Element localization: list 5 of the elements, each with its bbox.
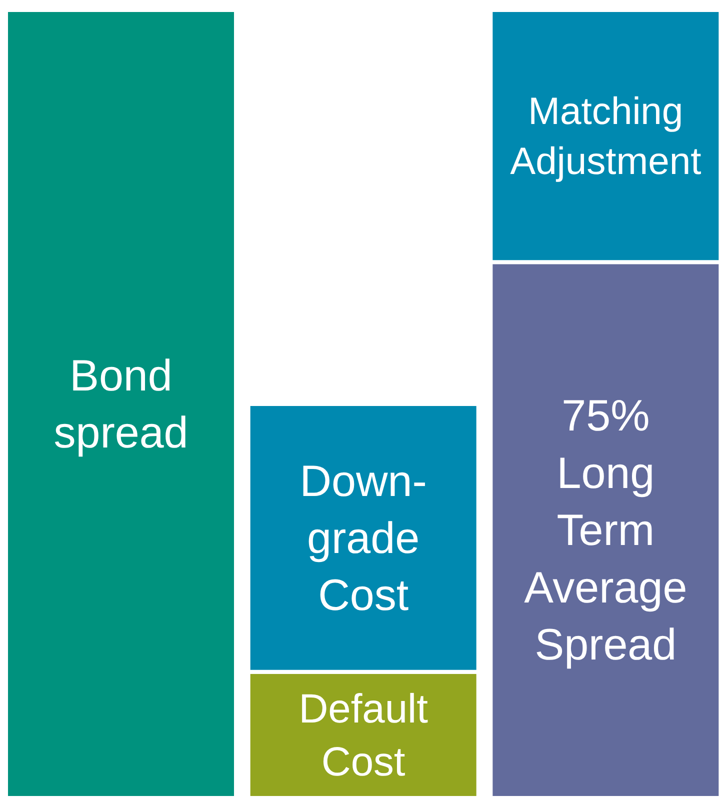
series-label: Bond spread [54,350,188,458]
series-label: 75% Long Term Average Spread [524,391,688,669]
series-label: Matching Adjustment [510,90,702,182]
series-label: Down-grade Cost [300,456,427,620]
series-label: Default Cost [298,685,429,784]
